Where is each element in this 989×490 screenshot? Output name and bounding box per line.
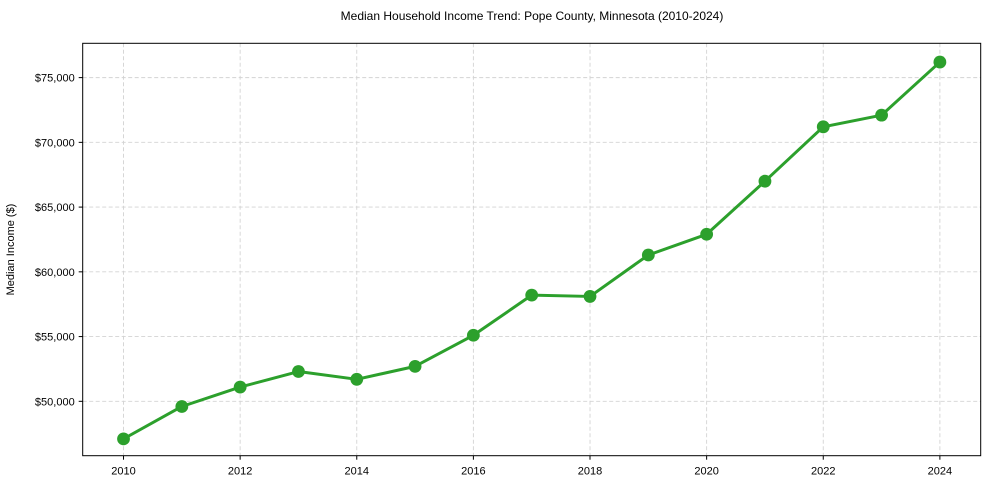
data-point-2015 [408,359,422,373]
data-point-2022 [816,120,830,134]
y-tick-label: $50,000 [35,396,75,408]
data-point-2017 [525,288,539,302]
data-point-2014 [350,372,364,386]
data-point-2019 [641,248,655,262]
data-point-2016 [466,328,480,342]
x-tick-label: 2016 [461,466,485,478]
data-point-2010 [117,432,130,446]
x-tick-label: 2010 [111,466,135,478]
data-point-2023 [875,108,888,122]
y-tick-label: $70,000 [35,137,75,149]
data-point-2018 [583,290,597,303]
y-tick-label: $60,000 [35,267,75,279]
chart-title: Median Household Income Trend: Pope Coun… [340,9,724,23]
data-point-2011 [175,400,189,413]
x-tick-label: 2014 [345,466,369,478]
x-tick-label: 2020 [694,466,718,478]
data-point-2020 [700,227,714,241]
y-tick-label: $65,000 [35,202,75,214]
plot-border [82,42,982,457]
x-tick-label: 2024 [928,466,952,478]
x-tick-label: 2022 [811,466,835,478]
y-tick-label: $55,000 [35,332,75,344]
y-tick-label: $75,000 [35,73,75,85]
x-tick-label: 2012 [228,466,252,478]
data-point-2012 [233,380,247,394]
data-point-2021 [758,174,772,188]
x-tick-label: 2018 [578,466,602,478]
y-axis-label: Median Income ($) [5,204,17,296]
data-point-2013 [292,365,305,378]
data-point-2024 [933,55,947,69]
trend-line [122,60,942,441]
